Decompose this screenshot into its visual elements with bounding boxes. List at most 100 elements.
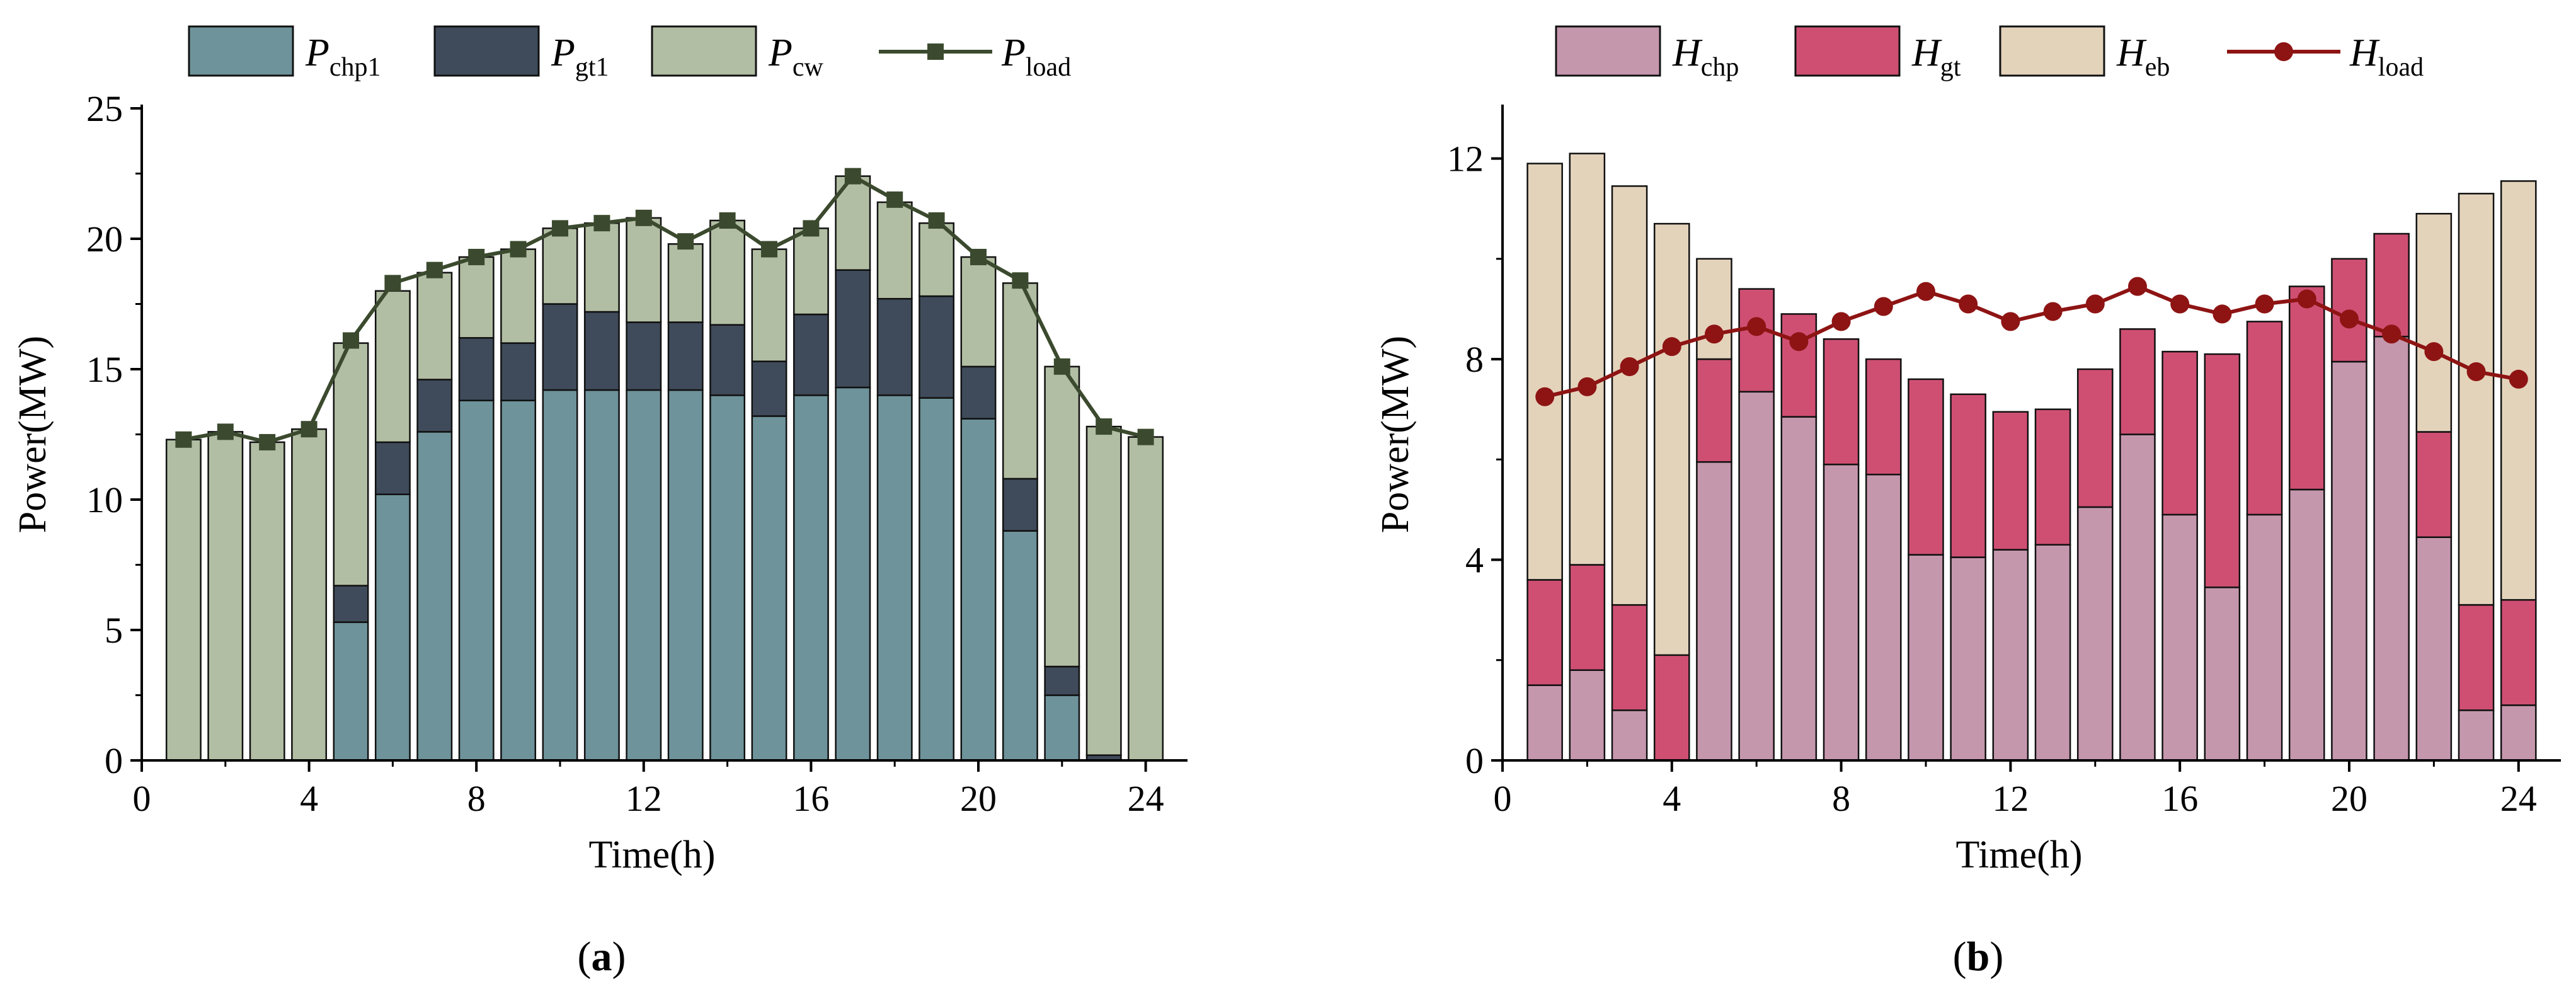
bar-hchp-23 <box>2458 709 2495 762</box>
bar-hchp-15 <box>2119 433 2156 762</box>
panel-open-paren: ( <box>578 934 592 980</box>
line-point-hload-19 <box>2297 289 2316 309</box>
bar-chp1-21 <box>1002 530 1038 762</box>
bar-hgt-15 <box>2119 328 2156 435</box>
line-point-hload-6 <box>1747 317 1766 336</box>
line-point-hload-5 <box>1705 324 1724 344</box>
bar-hchp-24 <box>2500 704 2537 762</box>
x-tick-label: 12 <box>1992 778 2029 819</box>
bar-cw-12 <box>626 217 662 323</box>
legend: Pchp1 Pgt1 Pcw Pload <box>188 25 1071 82</box>
bar-hchp-8 <box>1823 464 1860 762</box>
bar-hchp-1 <box>1526 684 1563 762</box>
bar-heb-1 <box>1526 163 1563 581</box>
line-point-hload-1 <box>1535 387 1555 406</box>
bar-hgt-21 <box>2373 232 2410 338</box>
bar-chp1-17 <box>835 386 871 762</box>
bar-gt1-18 <box>876 297 913 396</box>
bar-hgt-22 <box>2415 431 2453 538</box>
line-point-hload-13 <box>2043 302 2063 321</box>
bar-gt1-16 <box>793 313 829 396</box>
bar-cw-2 <box>207 431 244 762</box>
bar-gt1-12 <box>626 321 662 391</box>
bar-hgt-9 <box>1865 358 1902 476</box>
legend-subscript: load <box>2378 53 2424 82</box>
legend-symbol: P <box>1001 32 1026 74</box>
panel-label: (b) <box>1953 934 2004 980</box>
x-tick-label: 0 <box>133 778 151 819</box>
y-tick-label: 4 <box>1465 540 1484 581</box>
bar-hchp-7 <box>1780 416 1818 762</box>
bar-cw-7 <box>416 272 453 381</box>
legend-symbol: H <box>1911 32 1942 74</box>
bar-heb-22 <box>2415 212 2453 433</box>
line-point-hload-4 <box>1662 337 1681 357</box>
bar-hgt-19 <box>2288 285 2325 491</box>
line-point-hload-21 <box>2382 324 2401 344</box>
bar-cw-21 <box>1002 282 1038 480</box>
y-tick-label: 5 <box>105 610 123 651</box>
bar-chp1-20 <box>960 418 997 762</box>
bar-gt1-15 <box>751 360 787 417</box>
legend-label-pload: Pload <box>1001 32 1071 82</box>
legend-swatch-hchp <box>1555 25 1661 77</box>
line-point-pload-22 <box>1053 358 1070 375</box>
x-tick-label: 4 <box>1663 778 1681 819</box>
line-point-pload-8 <box>468 248 485 265</box>
bar-group <box>165 175 1164 762</box>
panel-label: (a) <box>578 934 626 980</box>
line-point-hload-24 <box>2509 369 2528 389</box>
bar-chp1-12 <box>626 389 662 762</box>
x-tick-label: 24 <box>2500 778 2537 819</box>
bar-cw-5 <box>333 342 369 587</box>
line-point-hload-10 <box>1916 282 1935 301</box>
bar-chp1-19 <box>919 397 955 762</box>
bar-heb-24 <box>2500 180 2537 601</box>
bar-hgt-10 <box>1908 378 1944 556</box>
line-point-pload-6 <box>384 275 401 292</box>
bar-chp1-18 <box>876 394 913 762</box>
line-point-pload-14 <box>719 212 736 229</box>
bar-hchp-14 <box>2076 506 2114 762</box>
bar-chp1-16 <box>793 394 829 762</box>
line-point-hload-20 <box>2340 309 2359 329</box>
bar-gt1-11 <box>583 311 620 391</box>
line-point-pload-2 <box>217 423 234 440</box>
line-point-pload-24 <box>1137 428 1154 445</box>
line-point-pload-13 <box>677 233 694 250</box>
bar-hgt-16 <box>2161 350 2198 516</box>
legend-subscript: chp <box>1701 53 1739 82</box>
bar-chp1-6 <box>374 493 411 762</box>
legend: Hchp Hgt Heb Hload <box>1555 25 2424 82</box>
bar-cw-15 <box>751 248 787 362</box>
legend-marker-pload <box>927 43 944 60</box>
bar-hgt-5 <box>1696 358 1732 463</box>
line-point-pload-20 <box>970 248 987 265</box>
bar-hchp-21 <box>2373 336 2410 762</box>
x-tick-label: 24 <box>1128 778 1164 819</box>
line-point-pload-3 <box>259 433 276 450</box>
line-point-hload-22 <box>2424 342 2444 362</box>
legend-symbol: H <box>1672 32 1703 74</box>
bar-chp1-9 <box>500 399 537 762</box>
bar-hgt-2 <box>1569 564 1606 671</box>
bar-cw-19 <box>919 222 955 297</box>
bar-gt1-9 <box>500 342 537 401</box>
bar-cw-3 <box>249 441 285 762</box>
bar-chp1-8 <box>458 399 495 762</box>
y-tick-label: 20 <box>86 219 123 260</box>
line-point-pload-17 <box>844 168 861 185</box>
bar-heb-23 <box>2458 193 2495 606</box>
legend-swatch-chp1 <box>188 25 294 77</box>
bar-hchp-3 <box>1611 709 1648 762</box>
bar-hchp-17 <box>2204 587 2241 762</box>
bar-gt1-5 <box>333 585 369 623</box>
line-point-hload-17 <box>2212 304 2232 324</box>
y-tick-label: 0 <box>105 740 123 781</box>
legend-label-gt1: Pgt1 <box>551 32 609 82</box>
legend-label-hload: Hload <box>2349 32 2424 82</box>
y-axis-label: Power(MW) <box>11 336 54 533</box>
legend-marker-hload <box>2274 42 2293 61</box>
line-point-pload-15 <box>761 241 777 258</box>
bar-cw-14 <box>709 219 746 326</box>
